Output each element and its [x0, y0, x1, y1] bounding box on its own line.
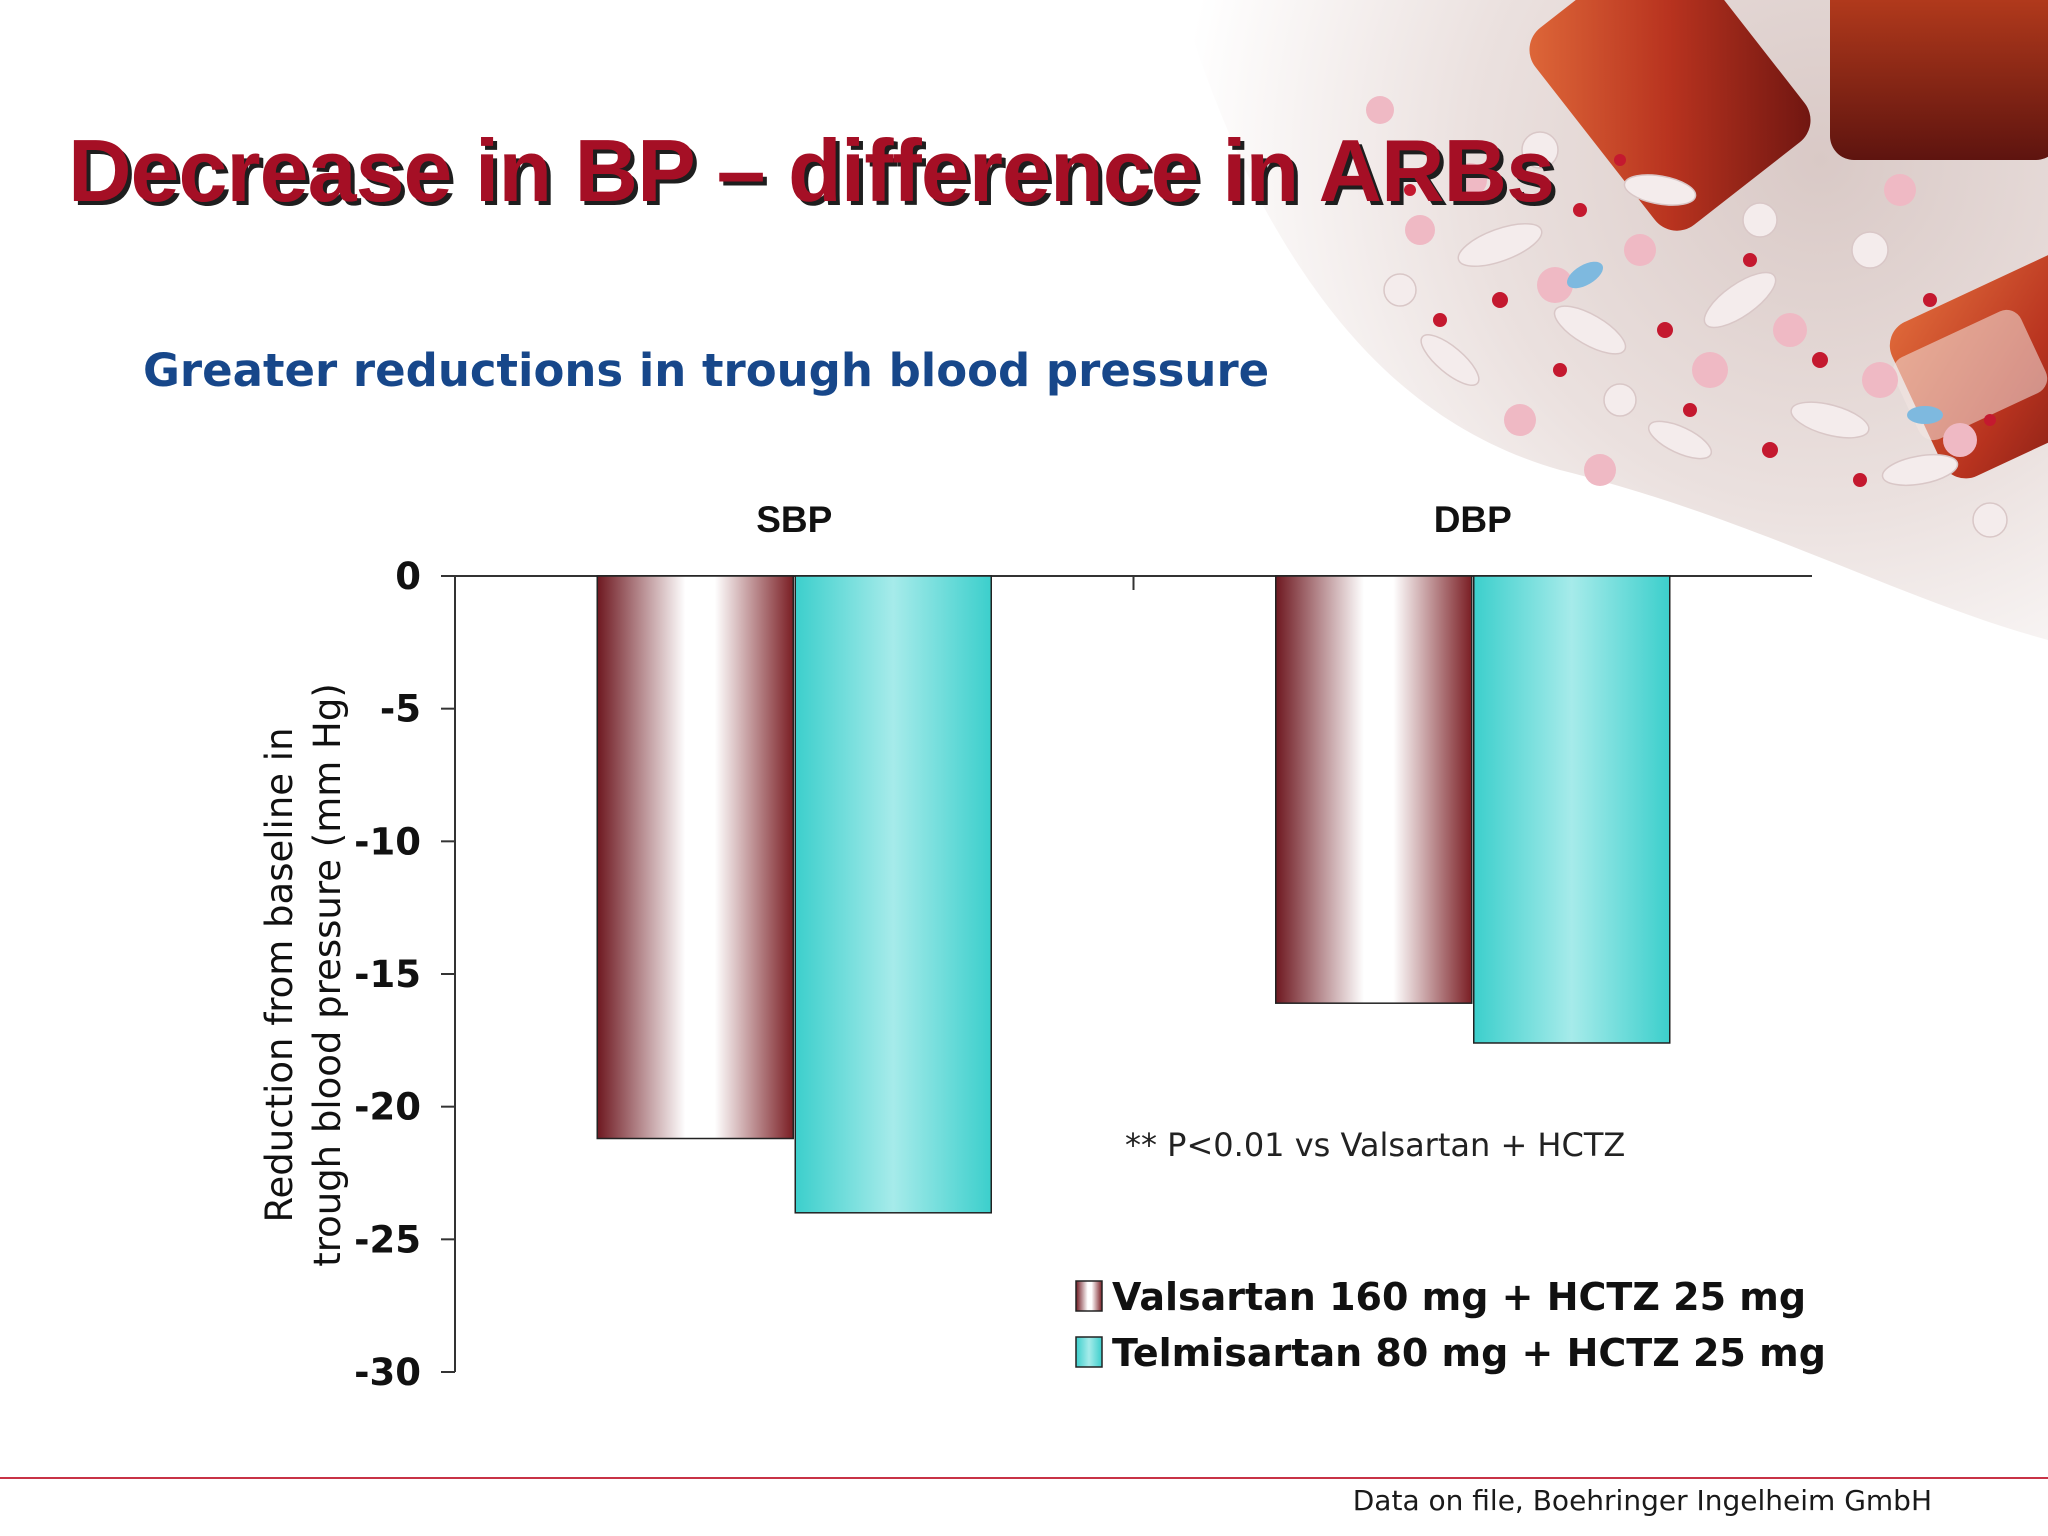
slide-title: Decrease in BP – difference in ARBs: [68, 121, 1555, 220]
y-tick-label: 0: [395, 555, 421, 598]
y-axis-title-line: trough blood pressure (mm Hg): [306, 683, 349, 1267]
y-axis-title: Reduction from baseline in trough blood p…: [258, 683, 349, 1267]
legend-swatch: [1075, 1336, 1103, 1368]
y-tick-label: -30: [354, 1351, 421, 1394]
y-tick-label: -5: [380, 688, 421, 731]
footer-rule: [0, 1477, 2048, 1479]
bar-sbp-telmisartan: [794, 575, 992, 1214]
legend: Valsartan 160 mg + HCTZ 25 mg Telmisartan…: [1075, 1275, 1826, 1375]
y-axis: 0 -5 -10 -15 -20 -25 -30: [354, 555, 456, 1394]
y-axis-title-line: Reduction from baseline in: [258, 727, 301, 1222]
y-tick-label: -25: [354, 1218, 421, 1261]
bar-sbp-valsartan: [596, 575, 794, 1140]
y-tick-label: -20: [354, 1086, 421, 1129]
slide-subtitle: Greater reductions in trough blood press…: [143, 344, 1270, 397]
category-label-dbp: DBP: [1434, 499, 1512, 540]
y-axis-label: Reduction from baseline in trough blood p…: [258, 683, 349, 1267]
y-tick-label: -10: [354, 820, 421, 863]
category-labels: SBP DBP: [756, 499, 1512, 540]
y-tick-label: -15: [354, 953, 421, 996]
legend-swatch: [1075, 1280, 1103, 1312]
legend-label: Valsartan 160 mg + HCTZ 25 mg: [1112, 1275, 1806, 1319]
legend-label: Telmisartan 80 mg + HCTZ 25 mg: [1112, 1331, 1826, 1375]
source-footnote: Data on file, Boehringer Ingelheim GmbH: [1352, 1484, 1932, 1517]
bar-dbp-telmisartan: [1473, 575, 1671, 1044]
bar-dbp-valsartan: [1275, 575, 1473, 1004]
significance-annotation: ** P<0.01 vs Valsartan + HCTZ: [1125, 1126, 1625, 1164]
category-label-sbp: SBP: [756, 499, 832, 540]
bars: [596, 575, 1671, 1214]
